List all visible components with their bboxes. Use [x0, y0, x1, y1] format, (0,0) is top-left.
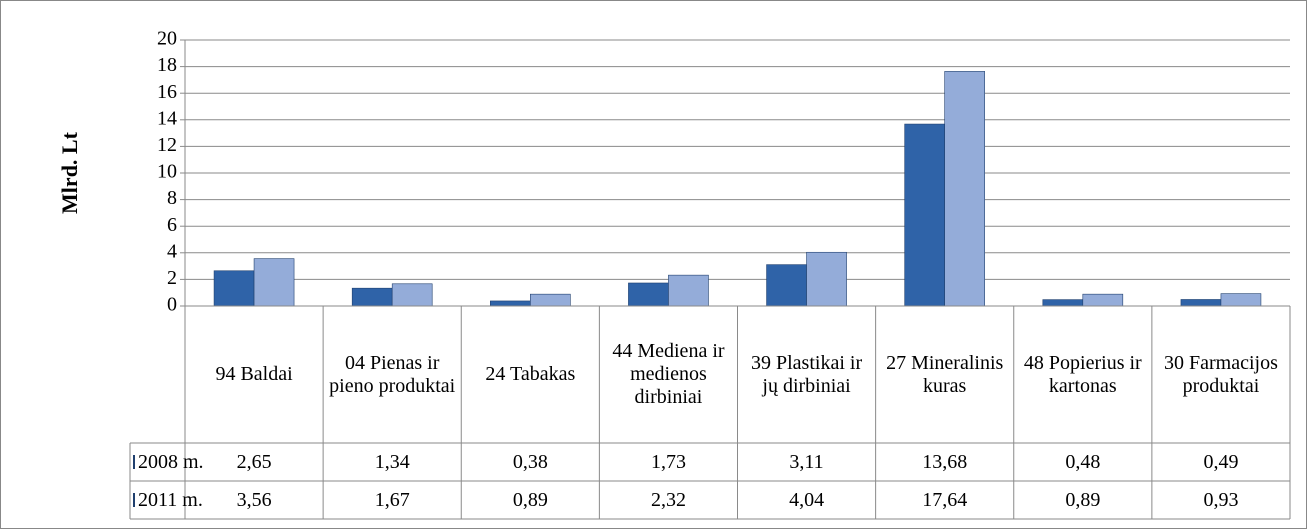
y-tick-label: 4 [167, 240, 177, 262]
bar [904, 123, 945, 307]
table-value: 0,38 [512, 450, 548, 473]
y-tick-label: 6 [167, 214, 177, 236]
table-value: 4,04 [789, 488, 825, 511]
y-tick-label: 2 [167, 267, 177, 289]
bar [806, 251, 847, 307]
y-tick-label: 20 [157, 28, 177, 50]
y-tick-label: 12 [157, 134, 177, 156]
category-label: 44 Mediena ir medienos dirbiniai [612, 340, 725, 408]
table-value: 1,34 [374, 450, 410, 473]
bar [213, 270, 255, 307]
category-label: 39 Plastikai ir jų dirbiniai [751, 351, 863, 397]
legend-label: 2011 m. [138, 488, 203, 511]
table-value: 13,68 [922, 450, 968, 473]
table-value: 1,67 [374, 488, 410, 511]
y-tick-label: 8 [167, 187, 177, 209]
bar [668, 274, 709, 307]
table-value: 2,65 [236, 450, 272, 473]
category-label: 24 Tabakas [485, 363, 576, 385]
bar [1082, 293, 1124, 307]
y-tick-label: 0 [167, 294, 177, 316]
bar [766, 264, 807, 307]
bar [351, 287, 393, 307]
bar [1220, 293, 1262, 307]
category-label: 27 Mineralinis kuras [886, 351, 1004, 397]
bar [530, 293, 571, 307]
legend-entry: 2011 m. [130, 481, 205, 519]
legend-key [133, 455, 135, 469]
category-label: 04 Pienas ir pieno produktai [329, 351, 456, 397]
legend-entry: 2008 m. [130, 443, 205, 481]
table-value: 0,89 [512, 488, 548, 511]
table-value: 1,73 [650, 450, 686, 473]
bar [253, 258, 295, 307]
bar [944, 71, 985, 307]
y-tick-label: 18 [157, 54, 177, 76]
bar [628, 282, 669, 307]
category-label: 30 Farmacijos produktai [1164, 351, 1278, 397]
y-tick-label: 10 [157, 161, 177, 183]
category-label: 48 Popierius ir kartonas [1023, 351, 1142, 397]
table-value: 0,48 [1065, 450, 1101, 473]
table-value: 17,64 [922, 488, 968, 511]
table-value: 3,11 [789, 450, 824, 473]
legend-key [133, 493, 135, 507]
category-label: 94 Baldai [215, 363, 293, 385]
table-value: 3,56 [236, 488, 272, 511]
bar [391, 283, 433, 307]
y-tick-label: 14 [157, 107, 177, 129]
table-value: 0,89 [1065, 488, 1101, 511]
table-value: 0,49 [1203, 450, 1239, 473]
legend-label: 2008 m. [138, 450, 204, 473]
y-tick-label: 16 [157, 81, 177, 103]
y-axis-title: Mlrd. Lt [57, 131, 82, 214]
table-value: 0,93 [1203, 488, 1239, 511]
table-value: 2,32 [650, 488, 686, 511]
